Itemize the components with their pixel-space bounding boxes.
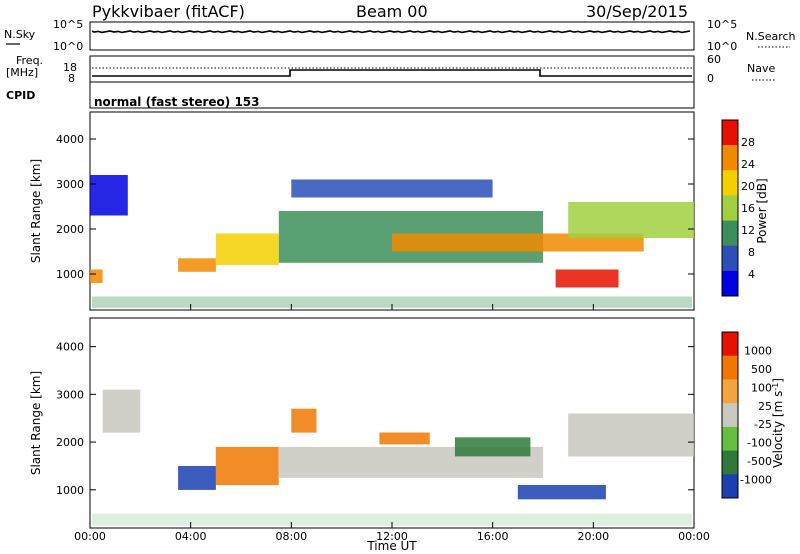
power-ground-scatter (92, 296, 692, 308)
freq-right-label: Nave (747, 62, 775, 75)
velocity-ground-scatter (92, 513, 692, 526)
cpid-label: CPID (6, 89, 35, 102)
power-colorbar: 28 24 20 16 12 8 4 (721, 119, 755, 297)
power-band-7 (555, 269, 619, 288)
velocity-colorbar-swatch (722, 450, 738, 475)
power-colorbar-swatch (722, 195, 738, 221)
velocity-colorbar-swatch (722, 403, 738, 428)
time-tick-label: 00:00 (74, 530, 106, 543)
power-colorbar-swatch (722, 170, 738, 196)
velocity-ylabel: Slant Range [km] (29, 371, 43, 475)
freq-left-label: Freq. (16, 54, 43, 67)
noise-left-label: N.Sky (4, 28, 36, 41)
time-tick-label: 08:00 (275, 530, 307, 543)
velocity-colorbar-tick: 100 (751, 381, 772, 394)
power-colorbar-label: Power [dB] (755, 178, 769, 243)
velocity-ytick-label: 2000 (56, 436, 84, 449)
velocity-colorbar-swatch (722, 355, 738, 380)
velocity-band-8 (568, 413, 694, 457)
power-band-1 (90, 175, 128, 216)
time-tick-label: 12:00 (376, 530, 408, 543)
noise-sky-line (91, 30, 691, 34)
time-tick-label: 00:00 (678, 530, 710, 543)
power-ytick-label: 4000 (56, 133, 84, 146)
time-tick-label: 04:00 (175, 530, 207, 543)
freq-right-tick-top: 60 (707, 53, 721, 66)
velocity-band-0 (102, 389, 141, 433)
power-colorbar-swatch (722, 270, 738, 297)
power-colorbar-frame (721, 119, 739, 297)
velocity-colorbar-tick: -1000 (740, 474, 772, 487)
velocity-band-7 (517, 485, 606, 500)
noise-left-tick-top: 10^5 (53, 18, 83, 31)
velocity-colorbar-frame (721, 331, 739, 499)
power-colorbar-swatch (722, 245, 738, 272)
plot-title: Pykkvibaer (fitACF) (92, 2, 245, 21)
power-y-axis: 1000 2000 3000 4000 (56, 133, 694, 281)
noise-right-tick-top: 10^5 (707, 18, 737, 31)
velocity-colorbar-tick: -100 (747, 437, 772, 450)
velocity-band-4 (291, 408, 317, 433)
time-tick-label: 16:00 (477, 530, 509, 543)
power-ylabel: Slant Range [km] (29, 159, 43, 263)
velocity-colorbar-swatch (722, 474, 738, 499)
velocity-data-layer (92, 389, 694, 526)
power-colorbar-tick: 4 (748, 268, 755, 281)
velocity-ytick-label: 3000 (56, 388, 84, 401)
cpid-panel-frame (89, 81, 695, 109)
velocity-colorbar-swatch (722, 379, 738, 404)
velocity-colorbar-tick: -500 (747, 455, 772, 468)
power-ytick-label: 3000 (56, 178, 84, 191)
freq-left-tick-bottom: 8 (68, 72, 75, 85)
power-ytick-label: 2000 (56, 223, 84, 236)
velocity-xlabel: Time UT (366, 539, 417, 553)
velocity-ytick-label: 1000 (56, 484, 84, 497)
velocity-ytick-label: 4000 (56, 341, 84, 354)
power-colorbar-tick: 12 (741, 224, 755, 237)
cpid-text: normal (fast stereo) 153 (94, 95, 260, 109)
velocity-colorbar-tick: -25 (754, 418, 772, 431)
velocity-colorbar: 1000 500 100 25 -25 -100 -500 -1000 (721, 331, 772, 499)
noise-panel-frame (89, 21, 695, 51)
power-colorbar-tick: 8 (748, 246, 755, 259)
power-colorbar-tick: 28 (741, 136, 755, 149)
noise-right-tick-bottom: 10^0 (707, 40, 737, 53)
power-band-8 (568, 202, 694, 238)
freq-left-tick-top: 18 (63, 61, 77, 74)
date-label: 30/Sep/2015 (586, 2, 688, 21)
velocity-colorbar-label: Velocity [m s-1] (771, 378, 786, 468)
power-band-0 (90, 269, 103, 283)
velocity-colorbar-swatch (722, 332, 738, 357)
velocity-band-1 (178, 466, 216, 490)
power-ytick-label: 1000 (56, 268, 84, 281)
power-band-2 (178, 258, 216, 272)
velocity-y-axis: 1000 2000 3000 4000 (56, 341, 694, 497)
noise-right-label: N.Search (746, 30, 796, 43)
velocity-band-5 (379, 432, 430, 445)
time-x-axis: 00:00 04:00 08:00 12:00 16:00 20:00 00:00 (74, 304, 710, 543)
power-colorbar-swatch (722, 145, 738, 171)
power-colorbar-tick: 20 (741, 180, 755, 193)
velocity-colorbar-tick: 500 (751, 363, 772, 376)
freq-panel-frame (89, 55, 695, 83)
power-band-5 (291, 179, 493, 198)
power-colorbar-tick: 24 (741, 158, 755, 171)
power-colorbar-swatch (722, 220, 738, 247)
velocity-colorbar-tick: 25 (758, 400, 772, 413)
noise-left-tick-bottom: 10^0 (53, 40, 83, 53)
velocity-band-6 (454, 437, 531, 457)
velocity-colorbar-swatch (722, 426, 738, 452)
time-tick-label: 20:00 (577, 530, 609, 543)
freq-left-unit: [MHz] (6, 66, 38, 79)
power-band-3 (215, 233, 279, 265)
beam-label: Beam 00 (356, 2, 428, 21)
freq-line (92, 69, 692, 77)
velocity-colorbar-tick: 1000 (744, 344, 772, 357)
velocity-band-2 (215, 446, 279, 486)
power-data-layer (90, 175, 694, 308)
power-colorbar-tick: 16 (741, 202, 755, 215)
power-colorbar-swatch (722, 120, 738, 146)
freq-right-tick-bottom: 0 (707, 72, 714, 85)
